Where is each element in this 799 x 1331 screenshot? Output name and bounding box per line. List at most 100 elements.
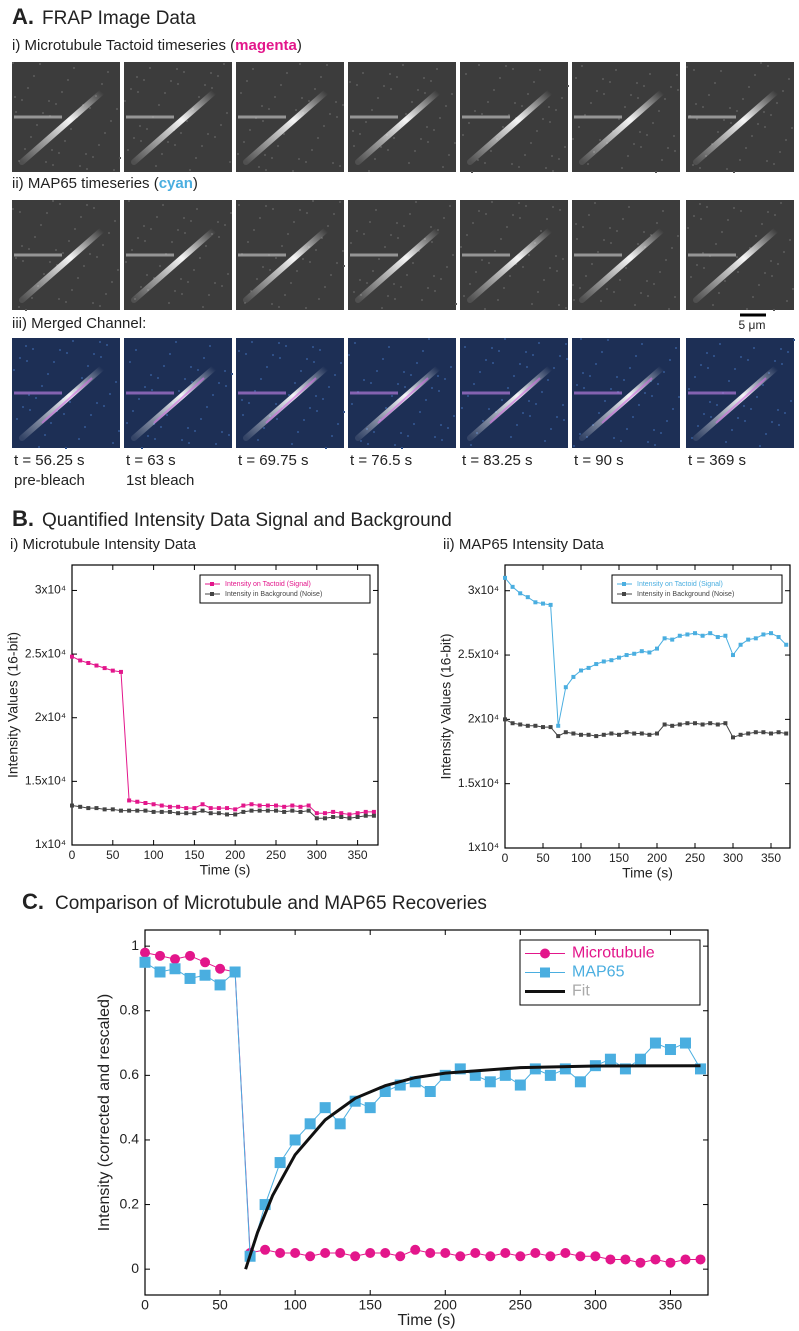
noise — [418, 250, 420, 252]
noise — [526, 366, 528, 368]
noise — [431, 241, 433, 243]
noise — [470, 444, 472, 446]
noise — [737, 417, 739, 419]
noise — [433, 129, 435, 131]
noise — [778, 424, 780, 426]
noise — [502, 126, 504, 128]
noise — [670, 86, 672, 88]
noise — [381, 307, 383, 309]
noise — [238, 204, 240, 206]
noise — [360, 440, 362, 442]
noise — [107, 71, 109, 73]
noise — [290, 282, 292, 284]
marker — [216, 806, 221, 811]
noise — [356, 230, 358, 232]
marker — [192, 811, 197, 816]
noise — [565, 307, 567, 309]
marker — [265, 808, 270, 813]
marker — [665, 1257, 676, 1268]
micrograph — [460, 62, 569, 173]
marker — [605, 1254, 616, 1265]
noise — [603, 239, 605, 241]
noise — [262, 120, 264, 122]
marker — [410, 1244, 421, 1255]
noise — [302, 258, 304, 260]
noise — [695, 103, 697, 105]
noise — [434, 290, 436, 292]
noise — [736, 110, 738, 112]
noise — [176, 68, 178, 70]
plot-frame — [144, 929, 709, 1296]
noise — [702, 252, 704, 254]
noise — [197, 369, 199, 371]
panel-title: FRAP Image Data — [42, 8, 196, 29]
noise — [668, 308, 670, 310]
noise — [740, 356, 742, 358]
noise — [32, 348, 34, 350]
marker — [649, 1037, 661, 1049]
noise — [630, 94, 632, 96]
noise — [96, 402, 98, 404]
marker — [655, 646, 659, 651]
marker — [632, 731, 637, 736]
noise — [151, 389, 153, 391]
noise — [248, 402, 250, 404]
noise — [697, 425, 699, 427]
noise — [485, 213, 487, 215]
noise — [404, 386, 406, 388]
marker — [574, 1076, 586, 1088]
noise — [491, 347, 493, 349]
noise — [610, 388, 612, 390]
noise — [641, 343, 643, 345]
x-tick-label: 300 — [723, 851, 743, 865]
noise — [624, 106, 626, 108]
noise — [546, 218, 548, 220]
x-tick-label: 200 — [225, 848, 245, 862]
marker — [620, 1254, 631, 1265]
noise — [779, 151, 781, 153]
noise — [251, 341, 253, 343]
marker — [679, 1037, 691, 1049]
noise — [532, 354, 534, 356]
noise — [126, 422, 128, 424]
noise — [370, 382, 372, 384]
noise — [754, 74, 756, 76]
noise — [552, 170, 554, 172]
noise — [566, 358, 568, 360]
noise — [562, 258, 564, 260]
noise — [508, 114, 510, 116]
row-text: i) Microtubule Tactoid timeseries ( — [12, 37, 235, 54]
noise — [265, 205, 267, 207]
noise — [707, 367, 709, 369]
noise — [243, 141, 245, 143]
noise — [437, 375, 439, 377]
noise — [366, 282, 368, 284]
noise — [638, 404, 640, 406]
noise — [550, 428, 552, 430]
noise — [44, 434, 46, 436]
noise — [78, 438, 80, 440]
noise — [671, 247, 673, 249]
marker — [110, 807, 115, 812]
tactoid — [131, 89, 217, 165]
noise — [24, 148, 26, 150]
noise — [625, 267, 627, 269]
micrograph — [572, 62, 680, 173]
noise — [22, 260, 24, 262]
noise — [377, 97, 379, 99]
noise — [784, 412, 786, 414]
marker — [575, 1251, 586, 1262]
marker — [624, 653, 629, 658]
noise — [572, 284, 574, 286]
noise — [359, 279, 361, 281]
marker — [167, 809, 172, 814]
marker — [229, 966, 241, 978]
noise — [767, 211, 769, 213]
noise — [389, 73, 391, 75]
noise — [278, 306, 280, 308]
marker — [769, 731, 773, 736]
marker — [118, 808, 123, 813]
marker — [609, 658, 614, 663]
marker — [518, 722, 523, 727]
